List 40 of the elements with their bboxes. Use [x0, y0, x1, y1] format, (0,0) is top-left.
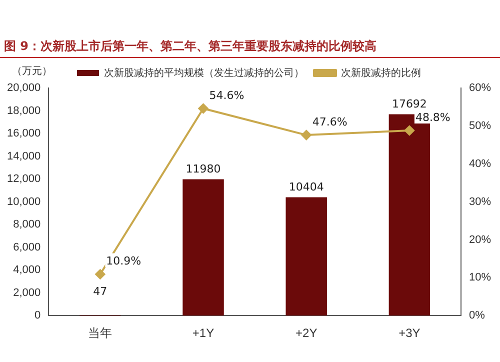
y-tick-label: 12,000: [6, 173, 41, 186]
y-tick-label: 8,000: [13, 218, 41, 231]
chart-title: 图 9：次新股上市后第一年、第二年、第三年重要股东减持的比例较高: [0, 0, 500, 58]
data-label: 47: [93, 284, 108, 298]
data-label: 11980: [186, 162, 221, 176]
y2-tick-label: 50%: [468, 120, 492, 132]
point: [404, 125, 414, 136]
y-tick-label: 20,000: [6, 82, 41, 94]
y2-tick-label: 20%: [468, 234, 492, 246]
y2-tick-label: 40%: [468, 158, 492, 170]
point: [301, 130, 312, 140]
y-tick-label: 6,000: [13, 241, 41, 254]
y-tick-label: 10,000: [6, 196, 41, 208]
y-axis-title: （万元）: [12, 65, 52, 78]
y-tick-label: 14,000: [6, 150, 41, 162]
x-tick-label: +3Y: [398, 326, 420, 340]
data-label: 54.6%: [209, 88, 244, 102]
data-label: 10404: [288, 180, 324, 194]
x-tick-label: +1Y: [192, 326, 214, 340]
y2-tick-label: 10%: [468, 272, 492, 284]
point: [95, 269, 106, 280]
y-tick-label: 0: [34, 310, 41, 322]
y2-tick-label: 60%: [468, 82, 492, 94]
data-label: 10.9%: [106, 254, 142, 268]
legend-label: 次新股减持的平均规模（发生过减持的公司）: [104, 66, 304, 79]
y2-tick-label: 30%: [468, 196, 492, 208]
y-tick-label: 2,000: [13, 286, 41, 299]
bar: [286, 197, 327, 316]
y-tick-label: 4,000: [13, 264, 41, 276]
x-tick-label: 当年: [88, 326, 112, 340]
data-label: 47.6%: [312, 115, 348, 128]
point: [198, 103, 208, 114]
data-label: 48.8%: [415, 110, 450, 124]
y2-tick-label: 0%: [468, 310, 486, 322]
y-tick-label: 18,000: [6, 104, 41, 117]
y-tick-label: 16,000: [6, 128, 41, 140]
legend-label: 次新股减持的比例: [341, 66, 421, 79]
x-tick-label: +2Y: [296, 326, 318, 340]
bar: [182, 179, 224, 316]
data-label: 17692: [392, 98, 427, 111]
